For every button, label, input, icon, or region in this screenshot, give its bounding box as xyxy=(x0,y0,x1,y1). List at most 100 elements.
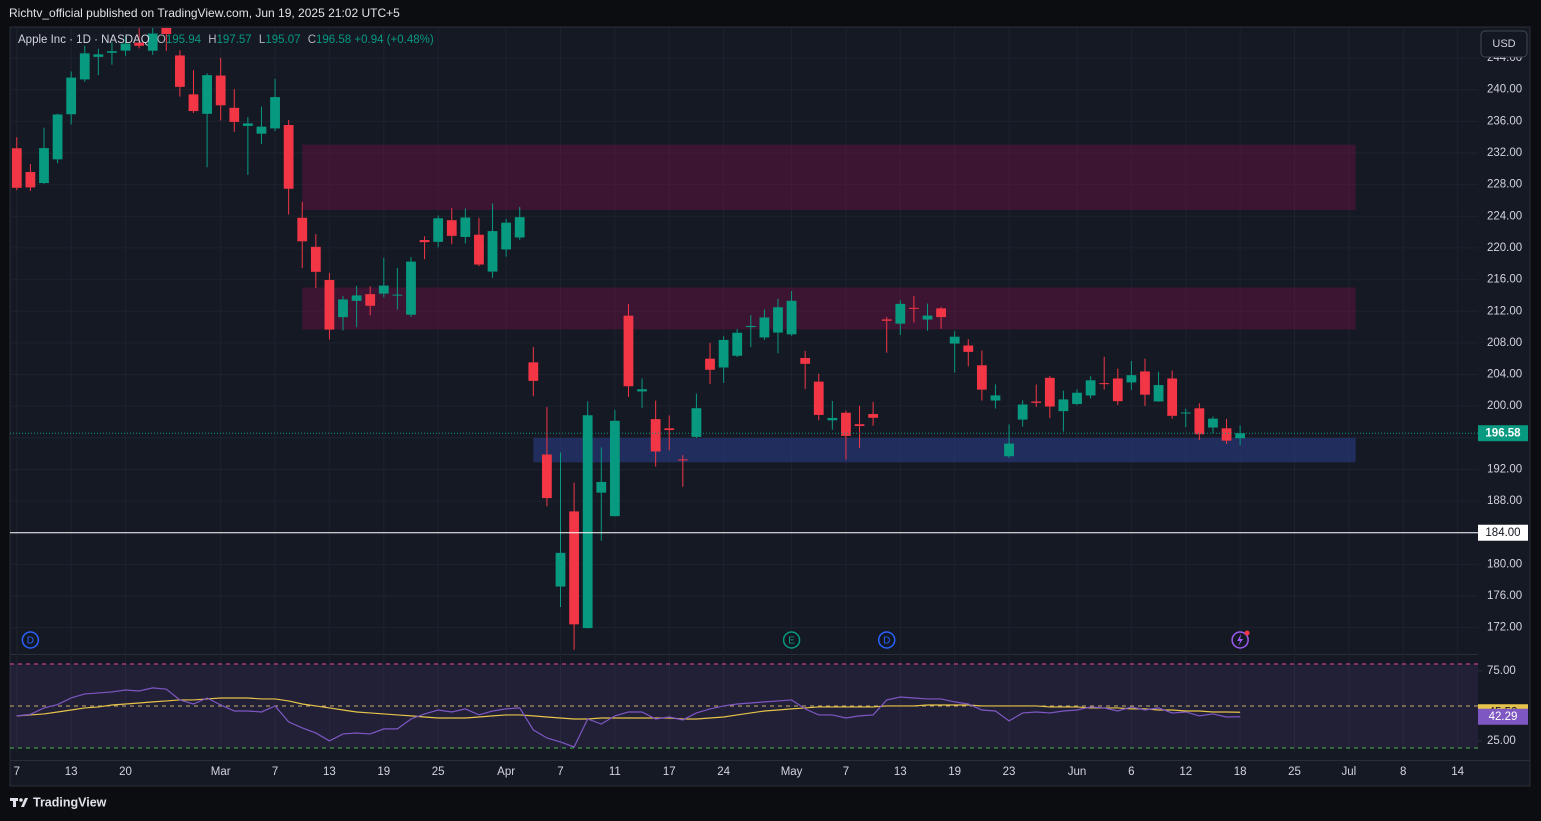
y-tick-label: 180.00 xyxy=(1487,558,1522,570)
candle-body xyxy=(555,552,566,587)
x-tick-label: 19 xyxy=(377,766,390,778)
candle-body xyxy=(1140,371,1150,395)
candle-body xyxy=(501,222,512,250)
rsi-value-label: 42.29 xyxy=(1489,711,1518,723)
candle-body xyxy=(11,148,22,188)
rsi-tick-label: 75.00 xyxy=(1487,665,1516,677)
candle-body xyxy=(433,218,444,242)
symbol: Apple Inc · 1D · NASDAQ xyxy=(18,34,150,46)
ohlc-value: 195.94 xyxy=(165,34,201,46)
candle-body xyxy=(1167,378,1178,416)
hline-label: 184.00 xyxy=(1485,527,1520,539)
x-tick-label: 24 xyxy=(717,766,730,778)
candle-body xyxy=(895,303,906,324)
x-tick-label: 20 xyxy=(119,766,132,778)
brand: TradingView xyxy=(33,795,107,809)
candle-body xyxy=(215,75,226,106)
candle-body xyxy=(52,114,63,160)
x-tick-label: Apr xyxy=(497,766,515,778)
event-label: D xyxy=(27,636,34,647)
x-tick-label: 25 xyxy=(1288,766,1301,778)
ohlc-value: 196.58 xyxy=(316,34,352,46)
candle-body xyxy=(134,42,145,46)
candle-body xyxy=(256,126,267,134)
candle-body xyxy=(528,362,539,381)
candle-body xyxy=(1194,408,1205,435)
candle-body xyxy=(637,389,647,392)
candle-body xyxy=(949,336,960,344)
candle-body xyxy=(365,294,376,306)
candle-body xyxy=(800,357,811,364)
candle-body xyxy=(976,365,987,390)
x-tick-label: 8 xyxy=(1400,766,1406,778)
candle-body xyxy=(1017,404,1028,420)
legend-header: Apple Inc · 1D · NASDAQ O195.94 H197.57 … xyxy=(18,34,434,46)
candle-body xyxy=(732,332,743,356)
candle-body xyxy=(745,325,756,328)
candle-body xyxy=(922,315,933,320)
grid xyxy=(10,28,1478,752)
x-tick-label: Jun xyxy=(1068,766,1087,778)
candle-body xyxy=(1221,428,1232,441)
candle-body xyxy=(351,295,362,301)
candle-body xyxy=(1058,399,1069,412)
candle-body xyxy=(609,420,620,517)
alert-icon xyxy=(1231,631,1249,649)
candle-body xyxy=(242,123,253,126)
candle-body xyxy=(841,412,851,436)
x-tick-label: 14 xyxy=(1451,766,1464,778)
event-marker xyxy=(782,631,801,649)
candle-body xyxy=(120,43,131,51)
ohlc-key: H xyxy=(208,34,217,46)
candle-body xyxy=(460,217,471,237)
y-tick-label: 216.00 xyxy=(1487,274,1522,286)
event-marker xyxy=(877,631,896,649)
candle-body xyxy=(270,97,280,129)
x-tick-label: 23 xyxy=(1003,766,1016,778)
y-tick-label: 188.00 xyxy=(1487,495,1522,507)
x-tick-label: May xyxy=(781,766,803,778)
candle-body xyxy=(297,217,308,242)
rsi-ma-line xyxy=(16,697,1241,720)
x-tick-label: 13 xyxy=(894,766,907,778)
candle-body xyxy=(705,358,715,370)
candle-body xyxy=(39,148,49,184)
candle-body xyxy=(474,234,484,265)
x-tick-label: 7 xyxy=(14,766,20,778)
candle-body xyxy=(419,240,430,243)
x-tick-label: Jul xyxy=(1342,766,1357,778)
candle-body xyxy=(324,279,335,330)
alert-dot xyxy=(1244,630,1250,636)
candle-body xyxy=(1004,443,1014,457)
y-tick-label: 192.00 xyxy=(1487,463,1522,475)
candle-body xyxy=(596,481,607,493)
candle-body xyxy=(1153,385,1164,402)
zone xyxy=(302,144,1356,210)
y-tick-label: 212.00 xyxy=(1487,305,1522,317)
candle-body xyxy=(188,94,199,112)
hline-label-box xyxy=(1478,524,1528,541)
candle-body xyxy=(1099,383,1110,385)
ohlc-key: L xyxy=(258,34,266,46)
x-tick-label: 7 xyxy=(843,766,849,778)
x-tick-label: 7 xyxy=(557,766,563,778)
x-tick-label: 12 xyxy=(1179,766,1192,778)
candle-body xyxy=(338,299,348,318)
event-label: E xyxy=(788,636,795,647)
candle-body xyxy=(446,220,457,236)
currency-button[interactable] xyxy=(1480,30,1528,58)
rsi-band xyxy=(10,663,1478,748)
y-tick-label: 200.00 xyxy=(1487,400,1522,412)
candle-body xyxy=(93,54,104,57)
x-tick-label: 7 xyxy=(272,766,278,778)
change: +0.94 (+0.48%) xyxy=(354,34,434,46)
brand-logo xyxy=(10,798,28,807)
candle-body xyxy=(623,315,634,387)
x-tick-label: 17 xyxy=(663,766,676,778)
candle-body xyxy=(963,345,974,352)
ohlc-value: 197.57 xyxy=(216,34,252,46)
candle-body xyxy=(310,246,321,272)
currency-label[interactable]: USD xyxy=(1492,38,1515,50)
rsi-tick-label: 25.00 xyxy=(1487,735,1516,747)
